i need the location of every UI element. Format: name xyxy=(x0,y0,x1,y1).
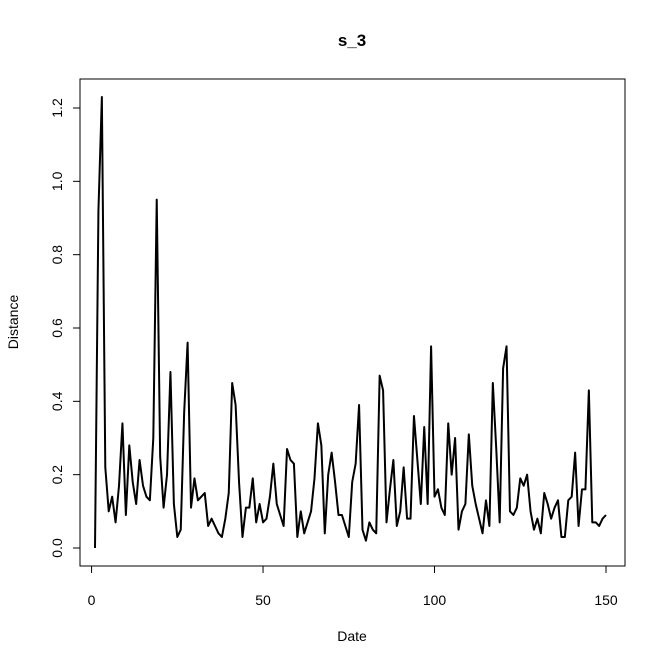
y-tick-label: 1.2 xyxy=(49,98,65,118)
y-tick-label: 0.8 xyxy=(49,245,65,265)
x-tick-label: 50 xyxy=(255,592,271,608)
x-axis-title: Date xyxy=(337,628,367,644)
series-layer xyxy=(94,96,607,549)
y-tick-label: 0.0 xyxy=(49,538,65,558)
y-tick-label: 1.0 xyxy=(49,171,65,191)
y-axis: 0.0 0.2 0.4 0.6 0.8 1.0 1.2 xyxy=(49,98,81,558)
y-tick-label: 0.2 xyxy=(49,465,65,485)
x-tick-label: 0 xyxy=(88,592,96,608)
x-tick-label: 150 xyxy=(594,592,618,608)
y-tick-label: 0.4 xyxy=(49,391,65,411)
x-tick-label: 100 xyxy=(423,592,447,608)
y-tick-label: 0.6 xyxy=(49,318,65,338)
chart-title: s_3 xyxy=(338,31,366,50)
y-axis-title: Distance xyxy=(5,295,21,350)
x-axis: 0 50 100 150 xyxy=(88,565,618,608)
series-line xyxy=(94,96,607,549)
